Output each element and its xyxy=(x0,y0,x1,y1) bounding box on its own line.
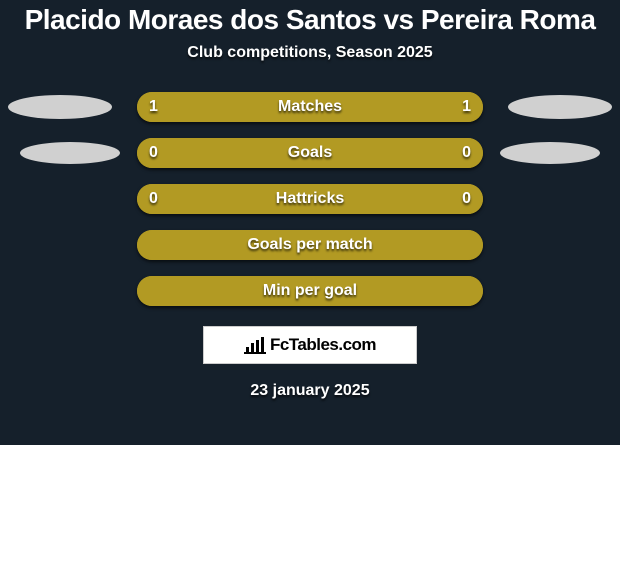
player-ellipse-right xyxy=(500,142,600,164)
stat-row: 1 1 Matches xyxy=(0,92,620,122)
stat-label: Min per goal xyxy=(263,282,357,300)
stat-label: Hattricks xyxy=(276,190,344,208)
stat-bar: 0 0 Hattricks xyxy=(137,184,483,214)
stat-bar: 1 1 Matches xyxy=(137,92,483,122)
stats-rows: 1 1 Matches 0 0 Goals 0 0 Hattricks Goals per mat… xyxy=(0,92,620,306)
stat-bar-right xyxy=(310,138,483,168)
stat-label: Goals per match xyxy=(247,236,372,254)
stat-bar: 0 0 Goals xyxy=(137,138,483,168)
player-ellipse-right xyxy=(508,95,612,119)
stat-label: Goals xyxy=(288,144,332,162)
stat-bar: Goals per match xyxy=(137,230,483,260)
player-ellipse-left xyxy=(20,142,120,164)
stat-value-left: 0 xyxy=(149,144,158,162)
stat-row: Goals per match xyxy=(0,230,620,260)
player-ellipse-left xyxy=(8,95,112,119)
stat-value-right: 1 xyxy=(462,98,471,116)
page-title: Placido Moraes dos Santos vs Pereira Rom… xyxy=(0,0,620,36)
brand-text: FcTables.com xyxy=(270,335,376,355)
stat-row: 0 0 Hattricks xyxy=(0,184,620,214)
stat-value-right: 0 xyxy=(462,190,471,208)
stat-value-left: 1 xyxy=(149,98,158,116)
stat-row: Min per goal xyxy=(0,276,620,306)
stat-bar: Min per goal xyxy=(137,276,483,306)
bar-chart-icon xyxy=(244,336,266,354)
stat-value-left: 0 xyxy=(149,190,158,208)
stat-bar-left xyxy=(137,138,310,168)
stat-value-right: 0 xyxy=(462,144,471,162)
footer-date: 23 january 2025 xyxy=(0,382,620,400)
subtitle: Club competitions, Season 2025 xyxy=(0,44,620,62)
stat-row: 0 0 Goals xyxy=(0,138,620,168)
brand-box[interactable]: FcTables.com xyxy=(203,326,417,364)
stat-label: Matches xyxy=(278,98,342,116)
comparison-card: Placido Moraes dos Santos vs Pereira Rom… xyxy=(0,0,620,445)
